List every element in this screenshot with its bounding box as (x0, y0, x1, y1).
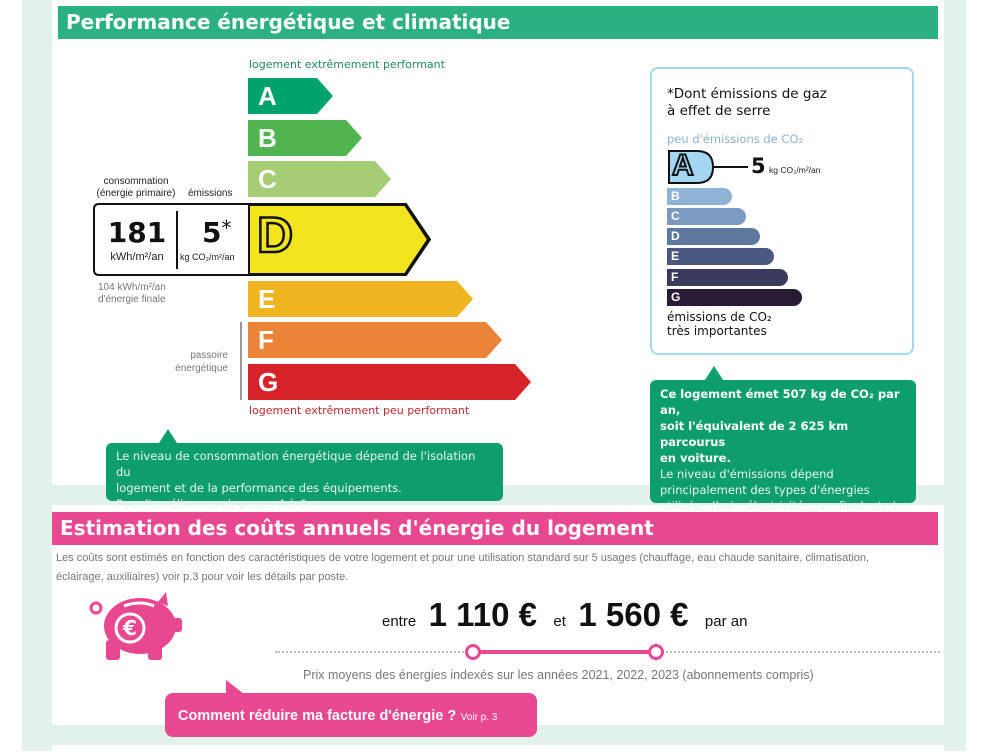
class-c: C (248, 161, 391, 197)
ghg-note: *Dont émissions de gaz à effet de serre (667, 86, 827, 119)
class-f: F (248, 322, 502, 358)
emissions-label: émissions (188, 188, 233, 199)
emissions-callout: Ce logement émet 507 kg de CO₂ par an, so… (650, 380, 916, 513)
consumption-callout: Le niveau de consommation énergétique dé… (106, 443, 503, 511)
emissions-unit: kg CO₂/m²/an (180, 252, 235, 262)
ghg-class-e: E (667, 248, 774, 265)
class-g: G (248, 364, 531, 400)
ghg-top-label: peu d'émissions de CO₂ (667, 132, 804, 146)
svg-text:€: € (122, 616, 137, 640)
class-e: E (248, 281, 473, 317)
consumption-value: 181 (107, 216, 167, 249)
ghg-current-letter: A (671, 148, 695, 183)
ghg-current-marker (668, 150, 715, 184)
cost-min: 1 110 € (428, 596, 537, 633)
consumption-unit: kWh/m²/an (110, 251, 164, 263)
reduce-bill-link[interactable]: Comment réduire ma facture d'énergie ? V… (165, 693, 537, 737)
ghg-class-d: D (667, 228, 760, 245)
cost-min-marker (465, 644, 481, 660)
final-energy: 104 kWh/m²/an d'énergie finale (98, 282, 166, 305)
prices-note: Prix moyens des énergies indexés sur les… (303, 668, 814, 682)
current-class-d-box (93, 203, 432, 276)
emissions-value: 5* (202, 216, 232, 249)
ghg-class-f: F (667, 269, 788, 286)
consumption-label: consommation (énergie primaire) (96, 176, 176, 199)
bottom-label: logement extrêmement peu performant (249, 404, 470, 417)
ghg-value: 5 (751, 154, 766, 178)
ghg-class-g: G (667, 289, 802, 306)
ghg-bottom-label: émissions de CO₂ très importantes (667, 310, 772, 338)
cost-max-marker (648, 644, 664, 660)
class-a: A (248, 78, 333, 114)
section-title-performance: Performance énergétique et climatique (58, 6, 938, 39)
passoire-label: passoire énergétique (175, 350, 228, 374)
piggy-bank-euro-icon: € (89, 592, 182, 660)
section-title-costs: Estimation des coûts annuels d'énergie d… (52, 512, 938, 545)
current-class-letter: D (256, 206, 295, 265)
cost-max: 1 560 € (578, 596, 689, 633)
ghg-unit: kg CO₂/m²/an (769, 165, 821, 175)
ghg-class-c: C (667, 208, 746, 225)
costs-description: Les coûts sont estimés en fonction des c… (56, 552, 870, 583)
top-label: logement extrêmement performant (249, 58, 445, 71)
cost-range: entre 1 110 € et 1 560 € par an (382, 596, 748, 633)
passoire-bracket (240, 322, 242, 400)
class-b: B (248, 120, 362, 156)
ghg-class-b: B (667, 188, 732, 205)
ghg-box (650, 67, 914, 355)
cost-range-bar (473, 650, 656, 654)
